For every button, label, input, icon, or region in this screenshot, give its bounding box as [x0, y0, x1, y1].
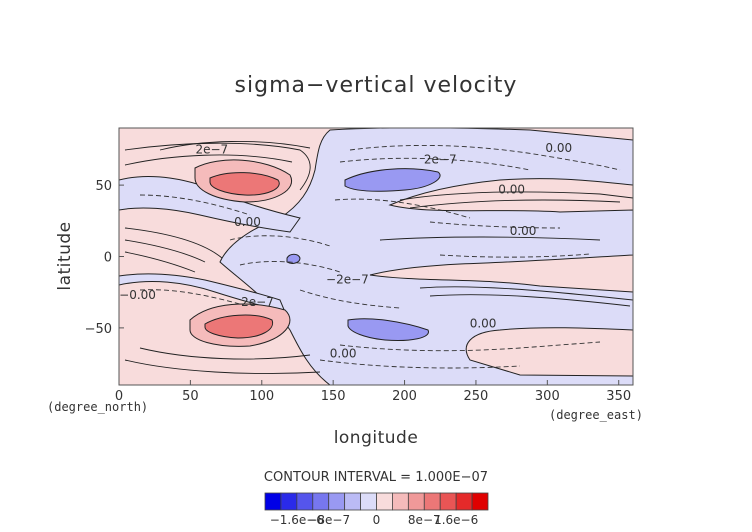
colorbar: −1.6e−6−8e−7 0 8e−71.6e−6 — [264, 492, 489, 527]
x-tick-label: 250 — [464, 389, 489, 404]
contour-label: 0.00 — [545, 141, 572, 155]
contour-label: 0.00 — [498, 182, 525, 196]
negative-core-center — [286, 253, 301, 264]
colorbar-swatch — [439, 492, 457, 511]
y-unit-label: (degree_north) — [47, 400, 148, 414]
colorbar-swatch — [407, 492, 425, 511]
negative-region-main — [219, 128, 633, 385]
colorbar-swatch — [471, 492, 489, 511]
x-tick-label: 0 — [115, 389, 123, 404]
colorbar-tick-label: −1.6e−6 — [270, 513, 324, 527]
colorbar-swatch — [344, 492, 361, 511]
contour-label: 0.00 — [330, 347, 357, 361]
negative-core-south — [347, 318, 429, 341]
x-axis-title: longitude — [334, 428, 419, 448]
y-axis-title: latitude — [55, 221, 75, 290]
contour-labels: 2e−7 2e−7 0.00 0.00 0.00 0.00 −0.00 2e−7 0.00 0.0… — [119, 141, 572, 361]
colorbar-swatch — [423, 492, 441, 511]
dashed-contour-lines — [139, 145, 621, 369]
contour-label: 0.00 — [470, 317, 497, 331]
x-tick-label: 200 — [392, 389, 417, 404]
contour-label: 2e−7 — [195, 142, 228, 156]
colorbar-swatch — [296, 492, 314, 511]
contour-label: −2e−7 — [326, 272, 369, 286]
contour-label: 2e−7 — [424, 152, 457, 166]
colorbar-swatch — [264, 492, 282, 511]
y-axis: −50 0 50 — [85, 179, 124, 337]
y-tick-label: −50 — [85, 322, 112, 337]
colorbar-swatch — [392, 492, 409, 511]
contour-label: −0.00 — [119, 288, 156, 302]
plot-area — [119, 128, 633, 385]
colorbar-swatch — [376, 492, 393, 511]
contour-label: 0.00 — [510, 224, 537, 238]
y-tick-label: 50 — [95, 179, 112, 194]
colorbar-tick-label: 0 — [373, 513, 381, 527]
colorbar-swatch — [360, 492, 377, 511]
colorbar-swatch — [312, 492, 330, 511]
negative-region-north-band — [119, 176, 301, 233]
x-axis: 0 50 100 150 200 250 300 350 — [115, 380, 631, 404]
colorbar-swatch — [455, 492, 473, 511]
negative-core-north — [344, 168, 441, 192]
x-unit-label: (degree_east) — [549, 408, 643, 422]
colorbar-tick-label: 1.6e−6 — [434, 513, 478, 527]
chart-title: sigma−vertical velocity — [235, 73, 518, 98]
x-tick-label: 150 — [321, 389, 346, 404]
positive-core-north — [209, 172, 280, 196]
negative-region-south-band — [119, 273, 286, 313]
x-tick-label: 100 — [249, 389, 274, 404]
colorbar-swatch — [280, 492, 298, 511]
x-tick-label: 50 — [182, 389, 199, 404]
x-tick-label: 300 — [535, 389, 560, 404]
contour-lines — [124, 140, 633, 374]
contour-label: 0.00 — [234, 215, 261, 229]
x-tick-label: 350 — [606, 389, 631, 404]
colorbar-tick-label: 8e−7 — [408, 513, 441, 527]
contour-interval-text: CONTOUR INTERVAL = 1.000E−07 — [264, 470, 488, 485]
colorbar-swatch — [328, 492, 346, 511]
colorbar-tick-label: −8e−7 — [307, 513, 350, 527]
y-tick-label: 0 — [104, 251, 112, 266]
positive-core-south — [204, 314, 274, 339]
contour-label: 2e−7 — [241, 295, 274, 309]
